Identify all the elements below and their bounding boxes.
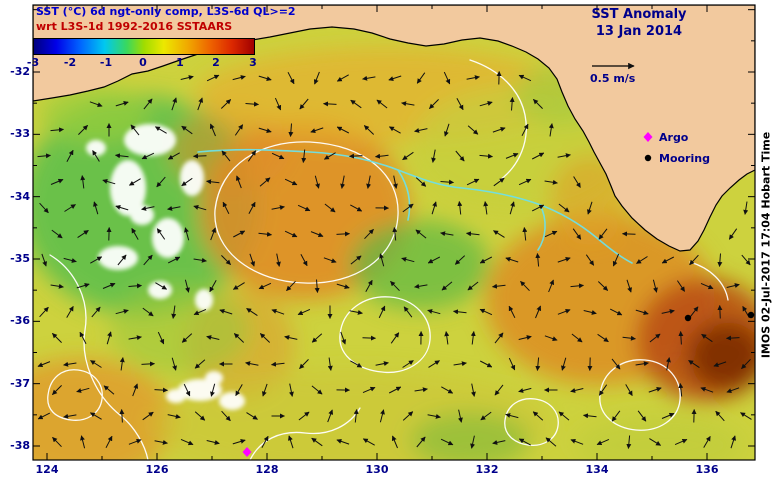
mooring-legend-icon [644,154,652,162]
lat-tick-label: -34 [10,190,30,203]
argo-legend-label: Argo [659,131,689,144]
observation-markers [242,311,755,457]
axis-ticks [33,5,755,460]
lat-tick-label: -35 [10,252,30,265]
lon-tick-label: 128 [255,463,279,476]
colorbar [33,38,255,55]
plot-frame [32,4,756,461]
contour-lines [47,59,729,460]
lat-tick-label: -36 [10,314,30,327]
current-vectors [37,71,752,449]
argo-marker [242,447,252,457]
plot-title: SST Anomaly [591,7,687,22]
mooring-marker [684,314,692,322]
colorbar-tick-label: 1 [176,56,184,69]
plot-date: 13 Jan 2014 [595,24,683,39]
composite-title: SST (°C) 6d ngt-only comp, L3S-6d QL>=2 [36,5,296,18]
lon-tick-label: 124 [35,463,59,476]
colorbar-tick-label: 3 [249,56,257,69]
lat-tick-label: -33 [10,127,30,140]
velocity-scale-label: 0.5 m/s [590,72,636,85]
lat-tick-label: -32 [10,65,30,78]
colorbar-tick-label: 0 [139,56,147,69]
mooring-legend-label: Mooring [659,152,710,165]
lon-tick-label: 136 [695,463,719,476]
mooring-marker [747,311,755,319]
lon-tick-label: 126 [145,463,169,476]
colorbar-tick-label: -3 [26,56,40,69]
lon-tick-label: 134 [585,463,609,476]
colorbar-tick-label: -1 [99,56,113,69]
colorbar-tick-label: -2 [63,56,77,69]
lat-tick-label: -38 [10,439,30,452]
timestamp-watermark: IMOS 02-Jul-2017 17:04 Hobart Time [759,131,773,359]
lon-tick-label: 132 [475,463,499,476]
reference-title: wrt L3S-1d 1992-2016 SSTAARS [36,20,233,33]
colorbar-tick-label: 2 [212,56,220,69]
argo-legend-icon [643,132,653,142]
lat-tick-label: -37 [10,377,30,390]
lon-tick-label: 130 [365,463,389,476]
